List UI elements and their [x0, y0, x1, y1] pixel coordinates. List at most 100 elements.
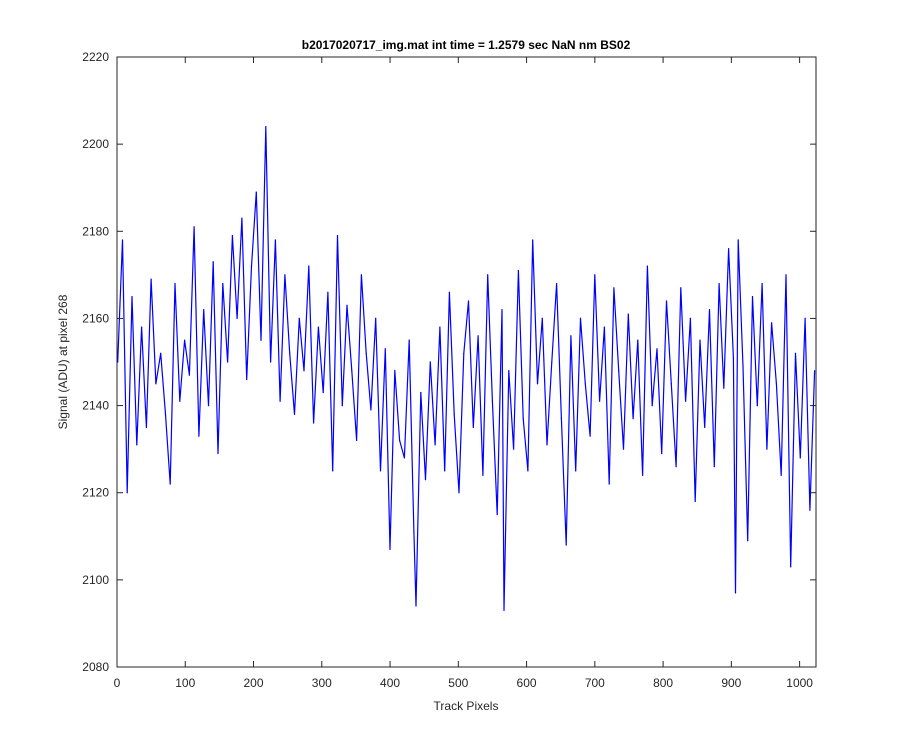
data-point: [728, 248, 730, 250]
data-point: [771, 322, 773, 324]
y-tick-label: 2180: [82, 224, 109, 238]
data-point: [608, 483, 610, 485]
data-point: [477, 335, 479, 337]
data-point: [169, 483, 171, 485]
data-point: [780, 474, 782, 476]
data-point: [250, 265, 253, 267]
data-point: [370, 409, 372, 411]
data-point: [737, 239, 739, 241]
data-point: [403, 457, 405, 459]
data-point: [394, 370, 396, 372]
data-point: [193, 226, 195, 228]
data-point: [503, 609, 505, 612]
data-point: [164, 413, 167, 415]
data-point: [599, 400, 601, 402]
data-point: [346, 304, 348, 306]
data-point: [761, 283, 763, 285]
data-point: [536, 383, 539, 385]
data-point: [680, 287, 682, 289]
x-tick-label: 600: [517, 676, 537, 690]
data-point: [424, 479, 427, 481]
data-point: [188, 374, 190, 376]
x-tick-label: 400: [380, 676, 400, 690]
data-point: [399, 439, 401, 441]
data-point: [675, 466, 677, 468]
y-tick-label: 2140: [82, 399, 109, 413]
data-point: [303, 370, 305, 372]
data-point: [467, 300, 470, 302]
data-point: [255, 191, 257, 193]
data-point: [463, 352, 465, 354]
data-point: [570, 335, 572, 337]
data-point: [627, 313, 629, 315]
data-point: [513, 448, 515, 450]
data-point: [472, 426, 474, 428]
data-point: [184, 339, 186, 341]
data-point: [274, 239, 276, 241]
data-point: [389, 548, 391, 551]
data-point: [794, 352, 797, 354]
data-point: [241, 217, 243, 219]
data-point: [661, 452, 663, 455]
data-point: [637, 339, 639, 341]
data-point: [594, 274, 596, 276]
data-point: [694, 500, 696, 502]
data-point: [415, 605, 417, 607]
data-point: [160, 352, 162, 354]
x-tick-label: 500: [448, 676, 468, 690]
data-point: [665, 300, 668, 302]
data-point: [541, 317, 543, 319]
data-point: [766, 448, 768, 450]
data-point: [734, 592, 737, 594]
x-tick-label: 1000: [786, 676, 813, 690]
data-point: [670, 383, 672, 385]
data-point: [356, 439, 358, 441]
data-point: [448, 291, 450, 293]
data-point: [646, 265, 649, 267]
data-point: [618, 370, 620, 372]
data-point: [487, 274, 489, 276]
data-point: [444, 470, 446, 472]
data-point: [336, 235, 339, 237]
plot-area: 0 100 200 300 400 500 600 700 800 900 1000 2080 2100…: [82, 50, 817, 690]
data-point: [785, 274, 787, 276]
data-point: [217, 452, 219, 455]
data-point: [642, 474, 644, 476]
data-point: [365, 352, 367, 354]
data-point: [174, 283, 176, 285]
y-axis-label: Signal (ADU) at pixel 268: [56, 294, 70, 429]
data-point: [508, 370, 510, 372]
data-point: [603, 326, 606, 328]
data-point: [131, 296, 133, 298]
data-point: [685, 400, 687, 402]
data-point: [198, 435, 200, 437]
data-point: [613, 287, 615, 289]
data-point: [351, 370, 353, 372]
data-point: [458, 492, 460, 494]
data-point: [289, 352, 291, 354]
data-point: [375, 317, 377, 319]
x-tick-label: 900: [721, 676, 741, 690]
data-point: [360, 274, 362, 276]
data-point: [732, 357, 735, 359]
data-point: [579, 317, 582, 319]
data-point: [270, 361, 272, 363]
data-point: [439, 326, 441, 328]
data-point: [565, 544, 567, 546]
y-tick-label: 2220: [82, 50, 109, 64]
data-point: [775, 383, 778, 385]
y-tick-label: 2120: [82, 486, 109, 500]
data-point: [713, 466, 715, 468]
data-point: [656, 348, 658, 350]
data-point: [496, 513, 498, 516]
data-point: [517, 269, 520, 272]
data-point: [804, 317, 806, 319]
x-axis-label: Track Pixels: [434, 699, 499, 713]
x-tick-label: 300: [312, 676, 332, 690]
data-point: [723, 387, 725, 389]
data-point: [236, 317, 238, 319]
data-point: [704, 426, 706, 428]
data-point: [491, 400, 493, 402]
data-point: [207, 405, 210, 407]
